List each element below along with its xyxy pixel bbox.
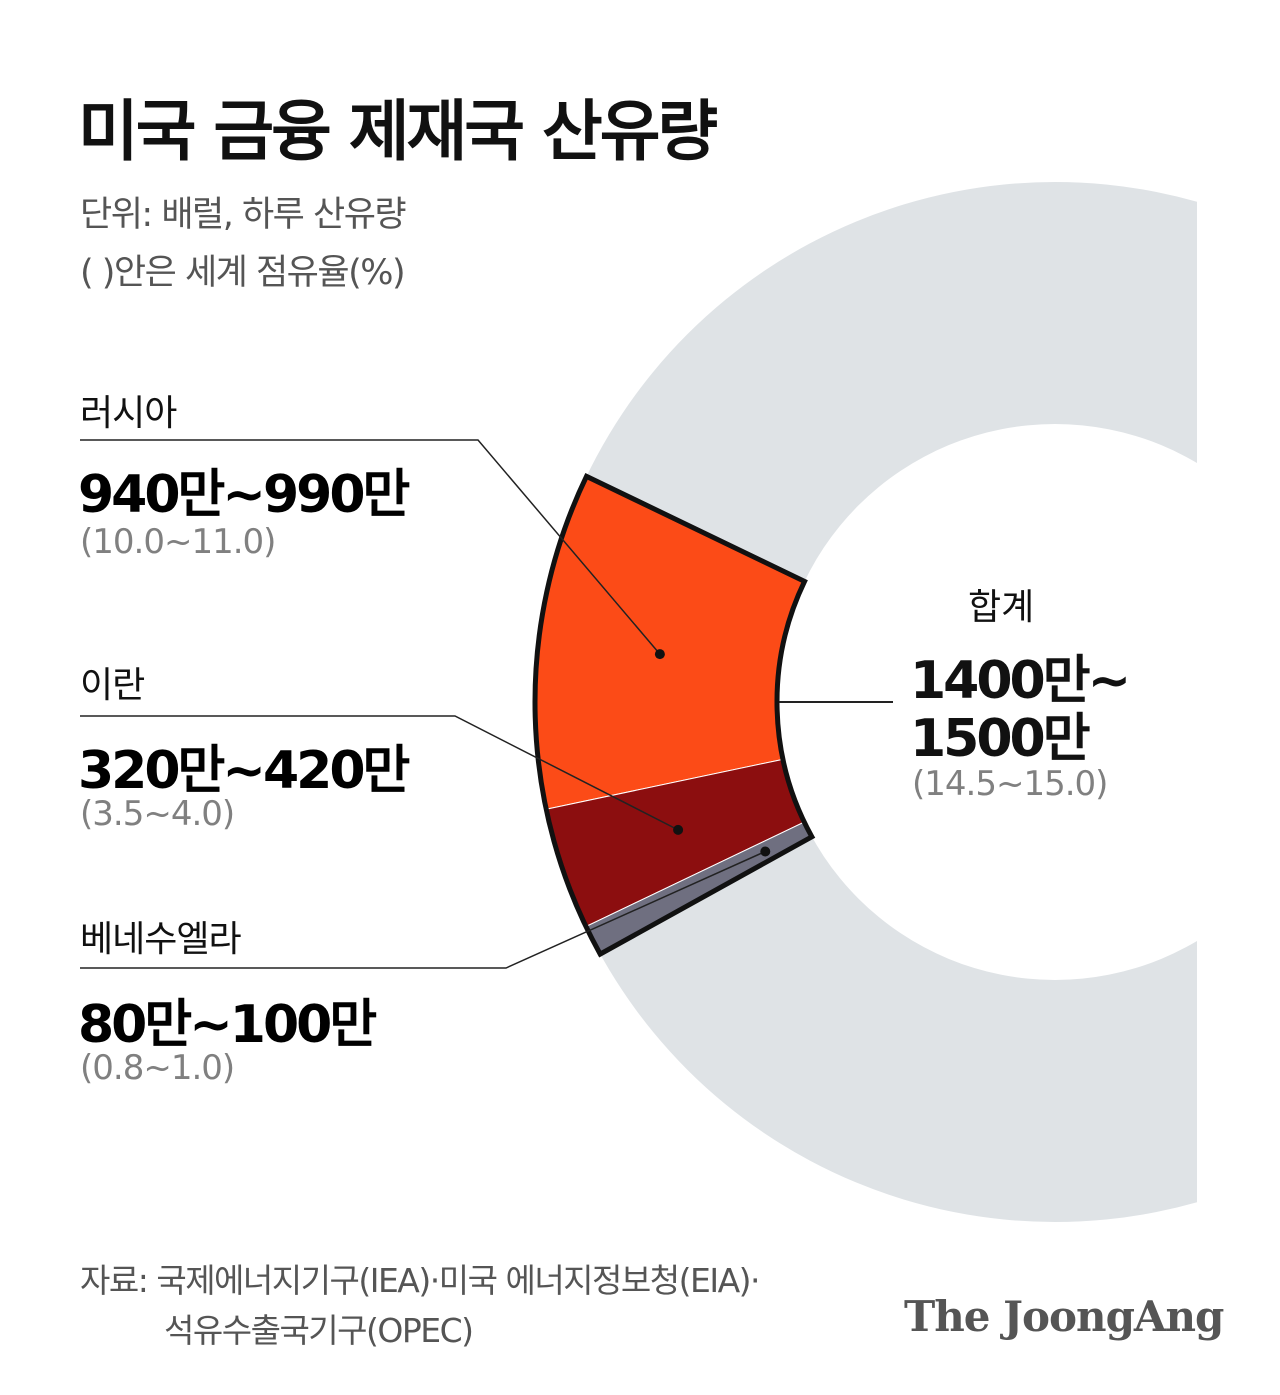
label-russia: 러시아 bbox=[80, 393, 177, 434]
value-russia: 940만~990만 bbox=[78, 465, 410, 525]
leader-venezuela bbox=[80, 850, 766, 969]
source-line2: 석유수출국기구(OPEC) bbox=[164, 1311, 474, 1350]
total-value-line1: 1400만~ bbox=[910, 651, 1131, 711]
publisher-logo: The JoongAng bbox=[904, 1292, 1224, 1341]
leader-dot-russia bbox=[654, 649, 665, 660]
unit-note: 단위: 배럴, 하루 산유량 bbox=[80, 195, 407, 235]
leader-russia bbox=[80, 439, 661, 655]
source-line1: 자료: 국제에너지기구(IEA)·미국 에너지정보청(EIA)· bbox=[80, 1261, 761, 1300]
leader-dot-venezuela bbox=[760, 846, 771, 857]
value-venezuela: 80만~100만 bbox=[78, 995, 377, 1055]
share-note: ( )안은 세계 점유율(%) bbox=[80, 253, 406, 293]
share-iran: (3.5~4.0) bbox=[80, 794, 235, 834]
world-production-ring bbox=[535, 182, 1197, 1222]
label-venezuela: 베네수엘라 bbox=[80, 919, 242, 960]
leader-iran bbox=[80, 715, 679, 831]
chart-title: 미국 금융 제재국 산유량 bbox=[78, 93, 718, 170]
total-label: 합계 bbox=[968, 587, 1035, 628]
sanctioned-outline bbox=[532, 473, 816, 958]
value-iran: 320만~420만 bbox=[78, 741, 410, 801]
total-value-line2: 1500만 bbox=[910, 709, 1091, 769]
share-venezuela: (0.8~1.0) bbox=[80, 1048, 235, 1088]
label-iran: 이란 bbox=[80, 665, 145, 706]
total-share: (14.5~15.0) bbox=[912, 764, 1108, 804]
leader-dot-iran bbox=[673, 824, 684, 835]
share-russia: (10.0~11.0) bbox=[80, 522, 276, 562]
